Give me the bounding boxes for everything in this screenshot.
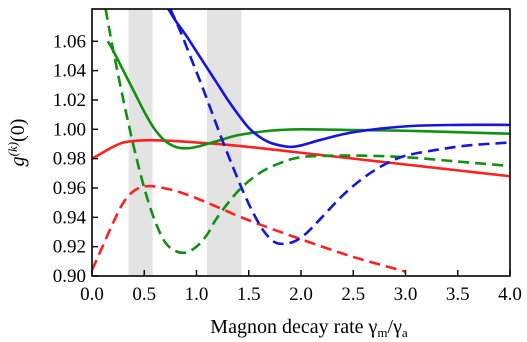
x-tick-label: 0.0 <box>80 284 104 305</box>
y-tick-label: 0.90 <box>53 266 86 287</box>
series-blue-solid <box>167 9 510 149</box>
x-tick-label: 4.0 <box>498 284 522 305</box>
y-axis-label-sup: (k) <box>5 142 20 156</box>
x-tick-label: 2.5 <box>341 284 365 305</box>
x-axis-label: Magnon decay rate γm/γa <box>210 316 408 340</box>
y-tick-label: 1.04 <box>53 61 87 82</box>
plot-frame <box>91 8 511 277</box>
x-axis-label-sub2: a <box>402 325 408 340</box>
x-axis-label-sub1: m <box>377 325 387 340</box>
ticks: 0.0 0.5 1.0 1.5 2.0 2.5 3.0 3.5 4.0 0.90 0.92 0.94 0… <box>53 31 522 305</box>
series-red-solid <box>92 138 510 178</box>
x-tick-label: 3.5 <box>446 284 470 305</box>
x-axis-label-slash: /γ <box>388 316 403 338</box>
y-axis-label-g: g <box>7 156 29 166</box>
series-blue-dashed <box>169 9 510 246</box>
shaded-region-1 <box>128 9 153 276</box>
series-layer <box>92 9 510 273</box>
y-tick-label: 0.92 <box>53 237 86 258</box>
x-tick-label: 1.5 <box>237 284 261 305</box>
x-tick-label: 2.0 <box>289 284 313 305</box>
x-tick-label: 0.5 <box>132 284 156 305</box>
series-green-solid <box>106 40 510 150</box>
y-tick-label: 1.02 <box>53 90 86 111</box>
y-tick-label: 1.00 <box>53 119 86 140</box>
series-green-dashed <box>104 9 510 255</box>
y-tick-label: 0.96 <box>53 178 86 199</box>
x-tick-label: 3.0 <box>394 284 418 305</box>
y-tick-label: 1.06 <box>53 31 86 52</box>
x-axis-label-main: Magnon decay rate γ <box>210 316 377 338</box>
y-axis-label-arg: (0) <box>7 119 29 142</box>
series-red-dashed <box>92 184 406 273</box>
y-axis-label: g(k)(0) <box>5 119 29 167</box>
x-tick-label: 1.0 <box>185 284 209 305</box>
y-tick-label: 0.98 <box>53 149 86 170</box>
y-tick-label: 0.94 <box>53 207 87 228</box>
